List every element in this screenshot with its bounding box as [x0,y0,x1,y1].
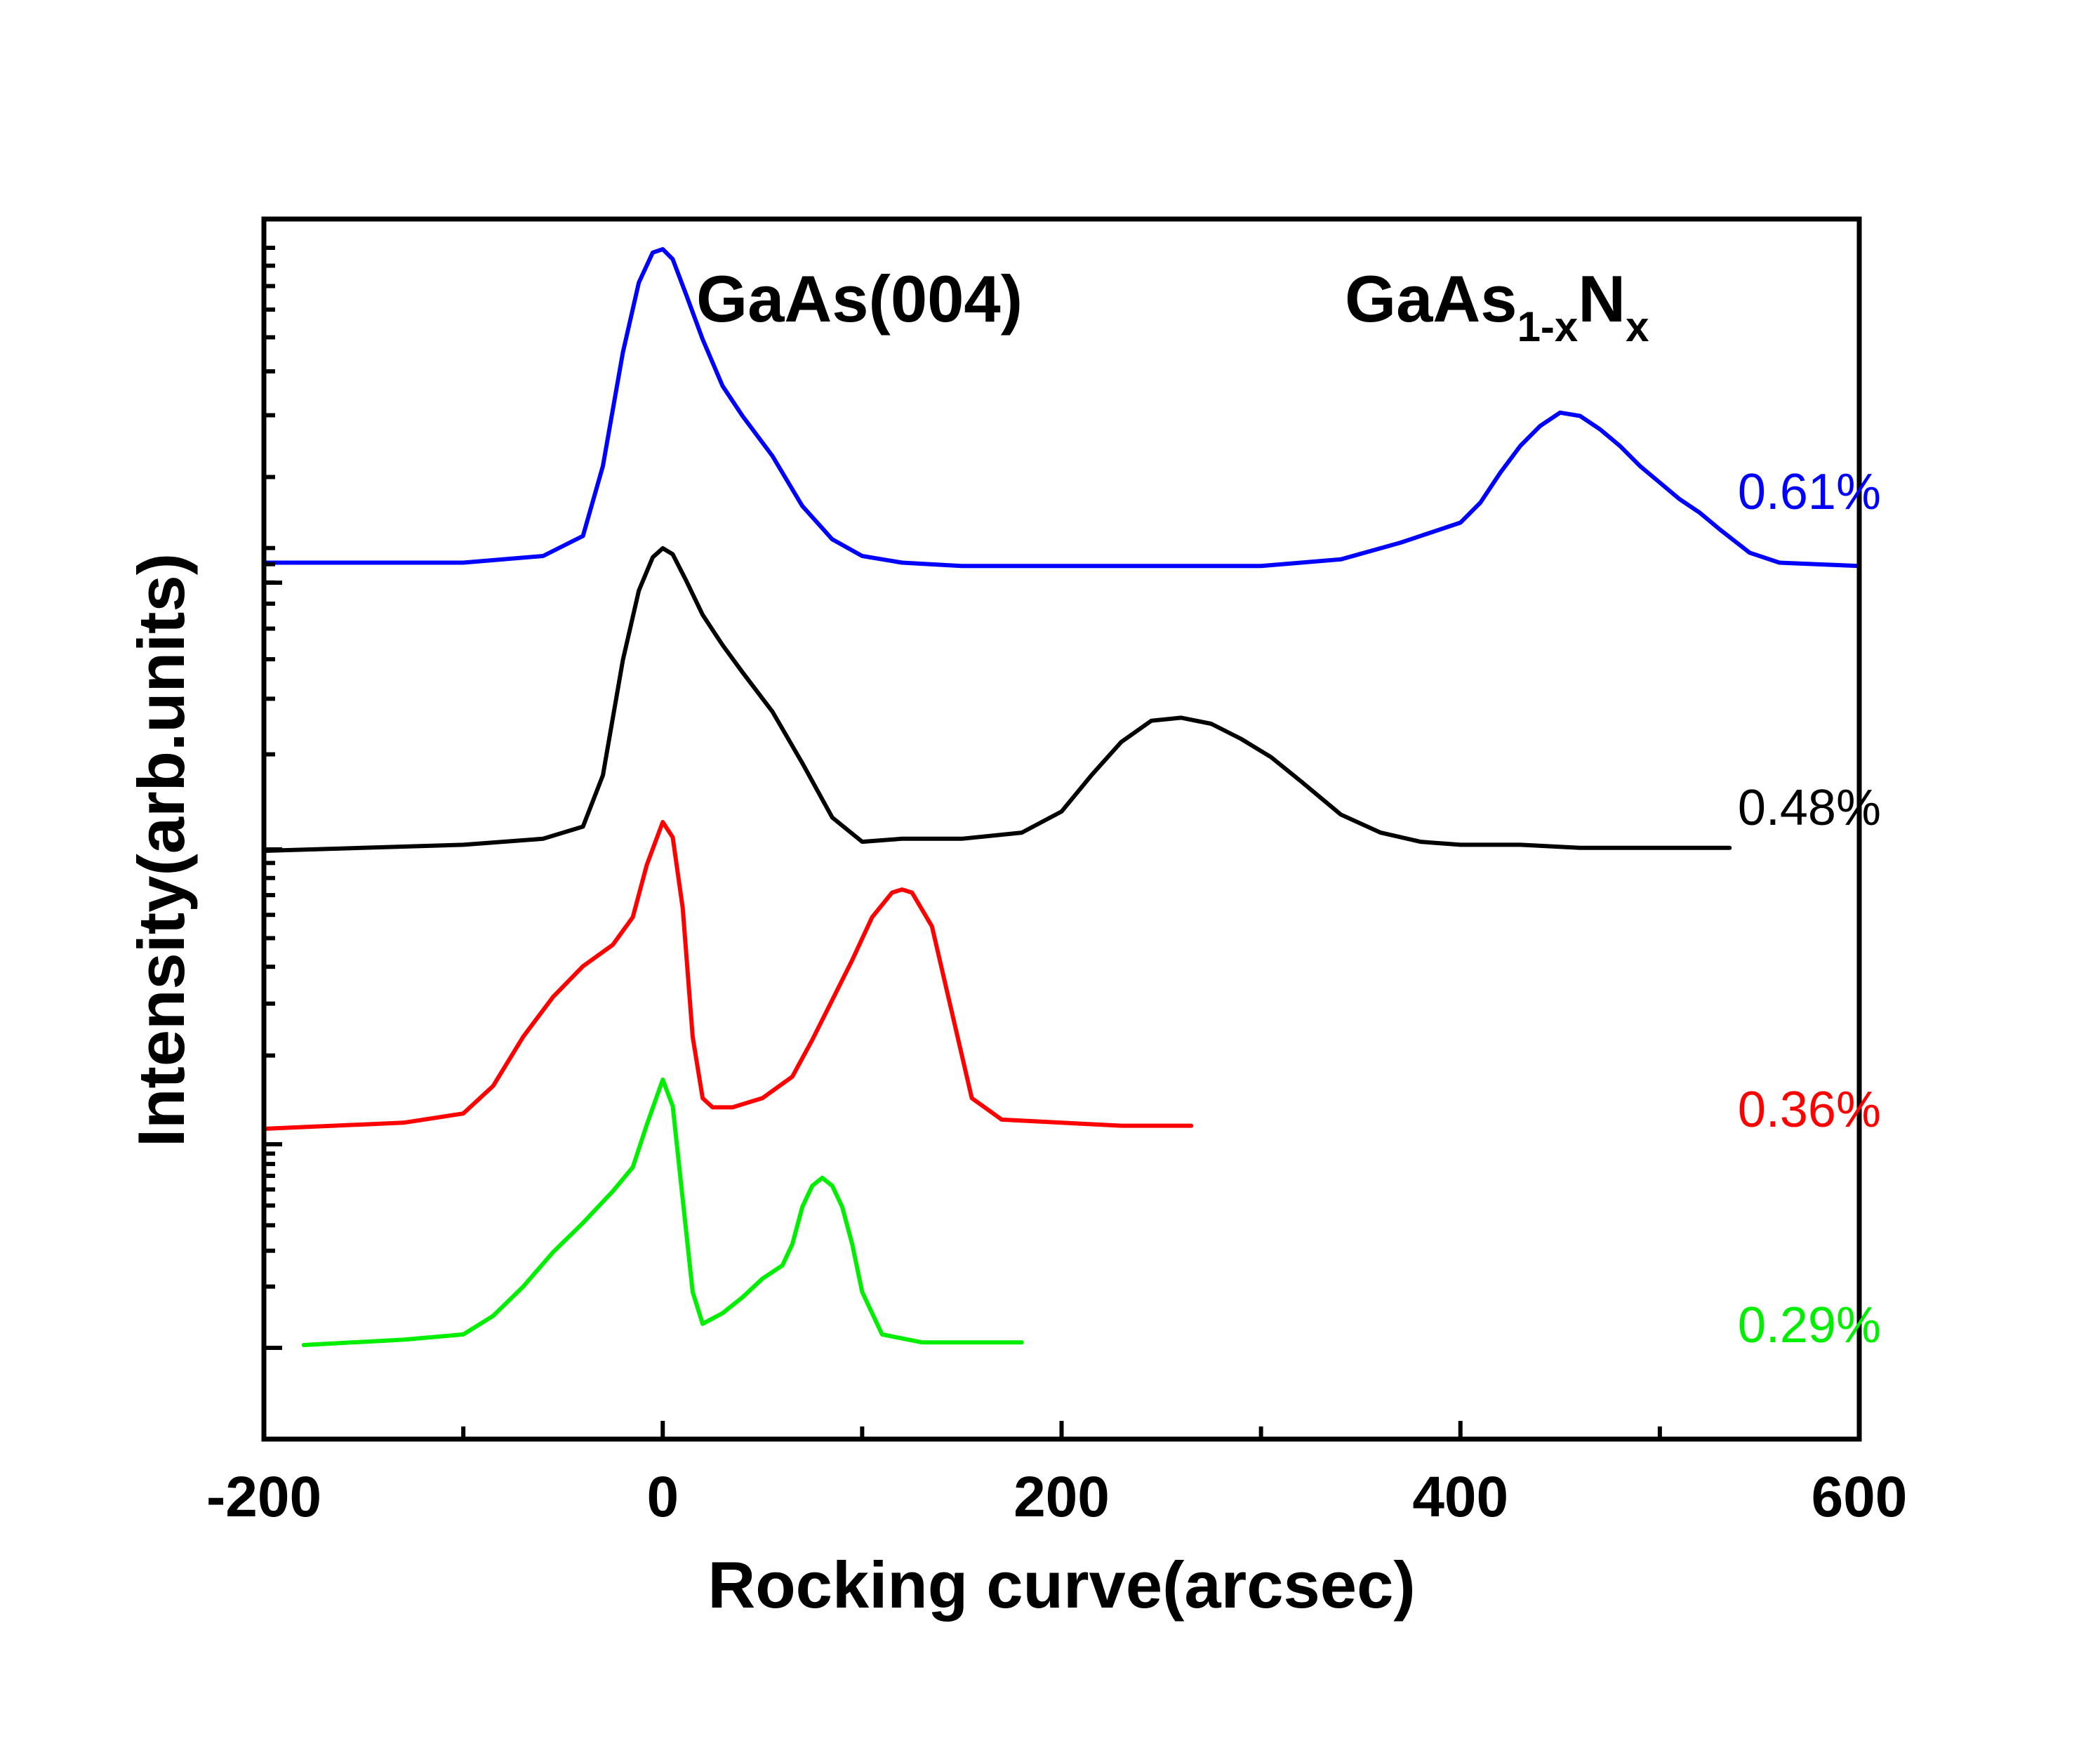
series-line-1 [262,546,1732,853]
x-tick-label: -200 [206,1465,321,1529]
series-label-3: 0.29% [1738,1297,1881,1353]
y-axis-title: Intensity(arb.units) [124,553,198,1147]
series-label-2: 0.36% [1738,1082,1881,1138]
series-label-1: 0.48% [1738,780,1881,836]
alloy-formula-subscript-2: x [1626,303,1649,350]
x-tick-label: 400 [1412,1465,1508,1529]
series-line-0 [262,247,1861,569]
series-label-0: 0.61% [1738,464,1881,520]
x-tick-label: 0 [646,1465,679,1529]
alloy-formula-element: N [1578,262,1626,336]
substrate-peak-annotation: GaAs(004) [696,262,1023,336]
series-line-2 [262,820,1194,1131]
x-axis-title: Rocking curve(arcsec) [707,1548,1415,1622]
series-layer [262,247,1861,1347]
alloy-formula-base: GaAs [1345,262,1517,336]
alloy-formula-subscript-1: 1-x [1517,303,1579,350]
x-axis-tick-labels: -200 0 200 400 600 [206,1465,1907,1529]
x-tick-label: 200 [1014,1465,1110,1529]
x-axis-ticks [262,1421,1861,1439]
series-line-3 [301,1078,1024,1347]
alloy-peak-annotation: GaAs1-xNx [1345,262,1649,350]
plot-frame [261,216,1862,1442]
series-labels: 0.61% 0.48% 0.36% 0.29% [1738,464,1881,1353]
y-axis-ticks [264,246,282,1350]
x-tick-label: 600 [1812,1465,1908,1529]
